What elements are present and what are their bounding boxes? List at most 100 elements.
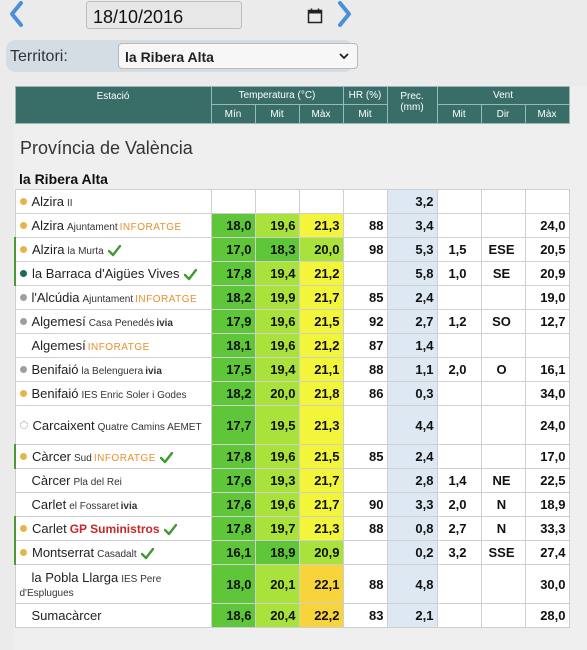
station-cell[interactable]: la Barraca d'Aigües Vives [14,261,212,286]
territory-select[interactable]: la Ribera Alta [118,43,358,69]
next-day-button[interactable] [333,0,355,28]
station-cell[interactable]: Carlet el Fossaret ivia [14,492,212,517]
station-cell[interactable]: Sumacàrcer [14,603,212,628]
station-name[interactable]: Carcaixent [32,417,95,433]
temp-min-cell: 18,0 [210,213,256,238]
precip-cell: 2,1 [386,603,438,628]
station-name[interactable]: Carlet [31,497,67,512]
station-subname: la Murta [67,246,104,257]
comarca-heading: la Ribera Alta [19,171,108,188]
wind-max-cell: 24,0 [524,405,570,445]
station-cell[interactable]: Montserrat Casadalt [14,540,212,565]
table-row[interactable]: Carlet GP Suministros 17,8 19,7 21,3 88 0,8 2,7… [14,516,570,541]
table-row[interactable]: Algemesí INFORATGE 18,1 19,6 21,2 87 1,4 [14,333,570,358]
precip-cell: 2,4 [386,285,438,310]
temp-max-cell: 21,5 [298,309,344,334]
station-name[interactable]: Alzira [31,218,65,233]
temp-mit-cell: 18,9 [254,540,300,565]
station-cell[interactable]: Càrcer Pla del Rei [14,468,212,493]
table-row[interactable]: la Pobla Llarga IES Pere d'Esplugues 18,0 2… [14,564,570,604]
wind-max-cell [524,333,570,358]
station-cell[interactable]: la Pobla Llarga IES Pere d'Esplugues [14,564,212,604]
temp-max-cell: 22,2 [298,603,344,628]
table-row[interactable]: Càrcer Sud INFORATGE 17,8 19,6 21,5 85 2,4 17,0 [14,444,570,469]
precip-cell: 2,4 [386,444,438,469]
table-row[interactable]: Benifaió IES Enric Soler i Godes 18,2 20,0 2… [14,381,570,406]
station-cell[interactable]: Carcaixent Quatre Camins AEMET [14,405,212,445]
date-toolbar: 18/10/2016 Territori: la Ribera Alta [0,0,587,76]
status-dot [19,222,27,230]
table-row[interactable]: Montserrat Casadalt 16,1 18,9 20,9 0,2 3,2 SSE 2… [14,540,570,565]
humidity-cell: 85 [342,285,388,310]
status-dot [20,270,27,278]
station-cell[interactable]: Alzira II [14,189,212,214]
table-row[interactable]: Algemesí Casa Penedés ivia 17,9 19,6 21,5 92 2,… [14,309,570,334]
temp-mit-cell: 18,3 [254,237,300,262]
wind-dir-cell [480,405,526,445]
station-cell[interactable]: Càrcer Sud INFORATGE [14,444,212,469]
temp-mit-cell: 19,3 [254,468,300,493]
temp-max-cell: 21,1 [298,357,344,382]
status-dot [19,421,28,430]
wind-mit-cell: 1,5 [436,237,482,262]
station-name[interactable]: Benifaió [31,362,79,377]
precip-cell: 0,2 [386,540,438,565]
station-cell[interactable]: Benifaió la Belenguera ivia [14,357,212,382]
temp-min-cell [210,189,256,214]
territory-selected-value: la Ribera Alta [125,49,214,65]
station-name[interactable]: Carlet [32,521,67,536]
temp-mit-cell: 19,6 [254,492,300,517]
station-name[interactable]: la Pobla Llarga [31,569,119,585]
station-cell[interactable]: Algemesí INFORATGE [14,333,212,358]
station-subname: la Belenguera [81,366,144,377]
station-name[interactable]: Càrcer [32,449,72,464]
station-name[interactable]: Algemesí [31,338,86,353]
station-cell[interactable]: l'Alcúdia Ajuntament INFORATGE [14,285,212,310]
table-row[interactable]: Carlet el Fossaret ivia 17,6 19,6 21,7 90 3,3 2,… [14,492,570,517]
wind-mit-cell: 1,4 [436,468,482,493]
wind-max-cell: 18,9 [524,492,570,517]
station-name[interactable]: Càrcer [31,473,71,488]
temp-min-cell: 17,8 [210,516,256,541]
temp-mit-cell: 19,9 [254,285,300,310]
prev-day-button[interactable] [6,0,28,28]
station-cell[interactable]: Alzira la Murta [14,237,212,262]
station-name[interactable]: l'Alcúdia [31,290,80,305]
temp-max-cell: 22,1 [298,564,344,604]
temp-mit-cell: 20,1 [254,564,300,604]
wind-max-cell: 33,3 [524,516,570,541]
station-name[interactable]: Montserrat [32,545,95,560]
status-dot [19,318,27,326]
table-row[interactable]: Alzira II 3,2 [14,189,570,214]
date-input[interactable]: 18/10/2016 [86,1,323,29]
table-row[interactable]: Alzira la Murta 17,0 18,3 20,0 98 5,3 1,5 ESE 20,… [14,237,570,262]
wind-dir-cell: SE [480,261,526,286]
table-row[interactable]: l'Alcúdia Ajuntament INFORATGE 18,2 19,9 21,7… [14,285,570,310]
station-name[interactable]: Alzira [31,194,65,209]
wind-max-cell: 30,0 [524,564,570,604]
network-badge: INFORATGE [93,453,156,464]
station-name[interactable]: Alzira [32,242,65,257]
station-name[interactable]: Algemesí [31,314,86,329]
header-hr-mit: Mit [342,104,388,124]
station-name[interactable]: la Barraca d'Aigües Vives [32,266,180,281]
table-row[interactable]: Sumacàrcer 18,6 20,4 22,2 83 2,1 28,0 [14,603,570,628]
station-name[interactable]: Sumacàrcer [31,608,102,623]
calendar-icon[interactable] [307,8,323,24]
precip-cell: 2,8 [386,468,438,493]
temp-min-cell: 17,5 [210,357,256,382]
station-cell[interactable]: Algemesí Casa Penedés ivia [14,309,212,334]
station-subname: Ajuntament [82,294,134,305]
table-row[interactable]: Càrcer Pla del Rei 17,6 19,3 21,7 2,8 1,4 NE 22,… [14,468,570,493]
table-row[interactable]: Carcaixent Quatre Camins AEMET 17,7 19,5 21,… [14,405,570,445]
table-row[interactable]: la Barraca d'Aigües Vives 17,8 19,4 21,2 5,8… [14,261,570,286]
station-cell[interactable]: Carlet GP Suministros [14,516,212,541]
temp-min-cell: 18,2 [210,285,256,310]
table-row[interactable]: Alzira Ajuntament INFORATGE 18,0 19,6 21,3 88 3… [14,213,570,238]
station-name[interactable]: Benifaió [31,386,79,401]
station-cell[interactable]: Alzira Ajuntament INFORATGE [14,213,212,238]
station-cell[interactable]: Benifaió IES Enric Soler i Godes [14,381,212,406]
table-row[interactable]: Benifaió la Belenguera ivia 17,5 19,4 21,1 88 1… [14,357,570,382]
wind-max-cell: 24,0 [524,213,570,238]
wind-dir-cell: NE [480,468,526,493]
